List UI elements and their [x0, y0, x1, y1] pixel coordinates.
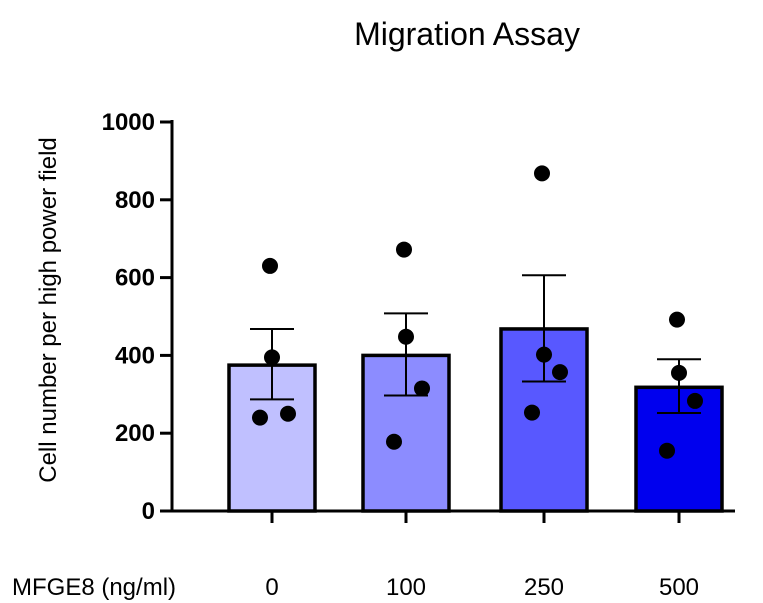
x-tick-label-250: 250: [524, 574, 564, 601]
x-tick-label-500: 500: [659, 574, 699, 601]
x-tick-label-100: 100: [386, 574, 426, 601]
data-point-0-3: [280, 405, 296, 422]
error-bars-layer: [250, 274, 701, 414]
tick-labels-layer: 0 100 250 500 0 200 400 600 800 1000: [102, 109, 699, 601]
chart-title: Migration Assay: [354, 16, 580, 52]
data-point-500-4: [659, 442, 675, 459]
data-point-250-4: [524, 404, 540, 421]
x-tick-label-0: 0: [265, 574, 278, 601]
data-point-0-4: [252, 409, 268, 426]
y-tick-label-400: 400: [115, 342, 155, 369]
axes-layer: [160, 120, 735, 523]
data-point-100-4: [386, 433, 402, 450]
y-tick-label-800: 800: [115, 187, 155, 214]
y-tick-label-1000: 1000: [102, 109, 155, 136]
data-point-0-1: [262, 257, 278, 274]
bar-500: [634, 385, 724, 513]
data-point-250-1: [534, 165, 550, 182]
data-point-500-3: [687, 392, 703, 409]
y-tick-label-200: 200: [115, 420, 155, 447]
x-axis-label: MFGE8 (ng/ml): [12, 574, 176, 601]
data-point-100-1: [396, 241, 412, 258]
data-point-0-2: [264, 349, 280, 366]
data-point-250-2: [536, 346, 552, 363]
data-points-layer: [252, 165, 703, 459]
data-point-100-3: [414, 380, 430, 397]
data-point-500-1: [669, 311, 685, 328]
bars-layer: [227, 327, 724, 513]
data-point-500-2: [671, 364, 687, 381]
data-point-100-2: [398, 328, 414, 345]
y-axis-label: Cell number per high power field: [35, 137, 62, 483]
y-tick-label-0: 0: [142, 498, 155, 525]
data-point-250-3: [552, 364, 568, 381]
y-tick-label-600: 600: [115, 265, 155, 292]
